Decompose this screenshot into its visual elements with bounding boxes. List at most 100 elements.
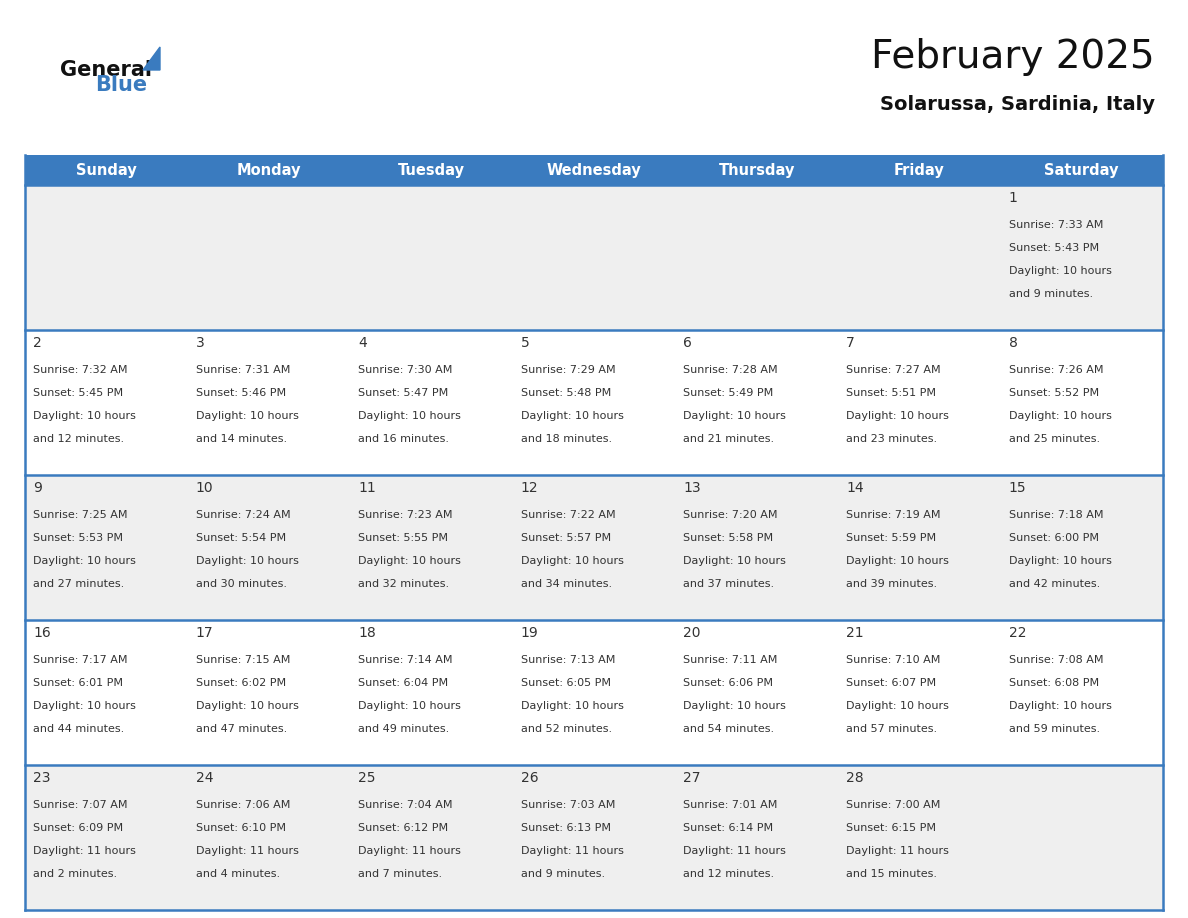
Text: 26: 26 (520, 771, 538, 785)
Text: Sunset: 5:49 PM: Sunset: 5:49 PM (683, 388, 773, 398)
Text: and 59 minutes.: and 59 minutes. (1009, 724, 1100, 734)
Text: 17: 17 (196, 626, 214, 640)
Text: Daylight: 10 hours: Daylight: 10 hours (846, 411, 949, 421)
Text: Sunset: 6:15 PM: Sunset: 6:15 PM (846, 823, 936, 833)
Text: Sunset: 5:43 PM: Sunset: 5:43 PM (1009, 243, 1099, 253)
Text: Sunrise: 7:04 AM: Sunrise: 7:04 AM (359, 800, 453, 810)
Text: Sunrise: 7:27 AM: Sunrise: 7:27 AM (846, 364, 941, 375)
Text: and 12 minutes.: and 12 minutes. (33, 434, 125, 444)
Text: General: General (61, 60, 152, 80)
Text: and 44 minutes.: and 44 minutes. (33, 724, 125, 734)
Text: 27: 27 (683, 771, 701, 785)
Bar (25, 330, 1163, 475)
Text: Daylight: 10 hours: Daylight: 10 hours (1009, 411, 1112, 421)
Text: and 23 minutes.: and 23 minutes. (846, 434, 937, 444)
Text: Sunset: 6:01 PM: Sunset: 6:01 PM (33, 678, 124, 688)
Text: Daylight: 10 hours: Daylight: 10 hours (683, 556, 786, 566)
Bar (513, 155, 675, 185)
Text: Daylight: 10 hours: Daylight: 10 hours (520, 701, 624, 711)
Text: Daylight: 10 hours: Daylight: 10 hours (33, 411, 135, 421)
Bar (25, 475, 1163, 620)
Bar (25, 185, 1163, 330)
Text: 8: 8 (1009, 336, 1017, 350)
Text: and 42 minutes.: and 42 minutes. (1009, 579, 1100, 589)
Text: and 9 minutes.: and 9 minutes. (1009, 289, 1093, 299)
Text: Sunset: 6:04 PM: Sunset: 6:04 PM (359, 678, 448, 688)
Text: Sunrise: 7:15 AM: Sunrise: 7:15 AM (196, 655, 290, 665)
Text: Sunrise: 7:03 AM: Sunrise: 7:03 AM (520, 800, 615, 810)
Text: 18: 18 (359, 626, 377, 640)
Text: Sunset: 6:13 PM: Sunset: 6:13 PM (520, 823, 611, 833)
Text: Sunrise: 7:26 AM: Sunrise: 7:26 AM (1009, 364, 1102, 375)
Text: Sunset: 5:46 PM: Sunset: 5:46 PM (196, 388, 286, 398)
Text: 22: 22 (1009, 626, 1026, 640)
Text: Daylight: 10 hours: Daylight: 10 hours (1009, 701, 1112, 711)
Text: Daylight: 10 hours: Daylight: 10 hours (196, 556, 298, 566)
Text: Sunrise: 7:08 AM: Sunrise: 7:08 AM (1009, 655, 1102, 665)
Text: Sunrise: 7:00 AM: Sunrise: 7:00 AM (846, 800, 941, 810)
Text: and 54 minutes.: and 54 minutes. (683, 724, 775, 734)
Text: 12: 12 (520, 481, 538, 495)
Text: and 30 minutes.: and 30 minutes. (196, 579, 286, 589)
Text: 20: 20 (683, 626, 701, 640)
Text: Sunrise: 7:11 AM: Sunrise: 7:11 AM (683, 655, 778, 665)
Text: Sunset: 5:47 PM: Sunset: 5:47 PM (359, 388, 449, 398)
Text: Sunrise: 7:23 AM: Sunrise: 7:23 AM (359, 509, 453, 520)
Text: 7: 7 (846, 336, 854, 350)
Text: and 21 minutes.: and 21 minutes. (683, 434, 775, 444)
Text: and 12 minutes.: and 12 minutes. (683, 869, 775, 879)
Text: Daylight: 10 hours: Daylight: 10 hours (359, 556, 461, 566)
Text: Sunset: 5:54 PM: Sunset: 5:54 PM (196, 533, 286, 543)
Text: Sunrise: 7:01 AM: Sunrise: 7:01 AM (683, 800, 778, 810)
Text: Sunrise: 7:25 AM: Sunrise: 7:25 AM (33, 509, 127, 520)
Text: 14: 14 (846, 481, 864, 495)
Text: and 16 minutes.: and 16 minutes. (359, 434, 449, 444)
Text: 21: 21 (846, 626, 864, 640)
Text: Solarussa, Sardinia, Italy: Solarussa, Sardinia, Italy (880, 95, 1155, 114)
Text: Daylight: 11 hours: Daylight: 11 hours (846, 846, 949, 856)
Text: and 32 minutes.: and 32 minutes. (359, 579, 449, 589)
Text: Sunrise: 7:07 AM: Sunrise: 7:07 AM (33, 800, 127, 810)
Text: and 37 minutes.: and 37 minutes. (683, 579, 775, 589)
Text: Sunset: 6:00 PM: Sunset: 6:00 PM (1009, 533, 1099, 543)
Text: Sunset: 6:09 PM: Sunset: 6:09 PM (33, 823, 124, 833)
Text: Daylight: 10 hours: Daylight: 10 hours (683, 411, 786, 421)
Text: Daylight: 10 hours: Daylight: 10 hours (196, 701, 298, 711)
Text: 24: 24 (196, 771, 213, 785)
Text: 3: 3 (196, 336, 204, 350)
Bar (188, 155, 350, 185)
Text: Sunset: 5:48 PM: Sunset: 5:48 PM (520, 388, 611, 398)
Text: Daylight: 10 hours: Daylight: 10 hours (1009, 556, 1112, 566)
Text: 9: 9 (33, 481, 42, 495)
Text: 16: 16 (33, 626, 51, 640)
Text: Daylight: 10 hours: Daylight: 10 hours (359, 411, 461, 421)
Text: Sunset: 5:45 PM: Sunset: 5:45 PM (33, 388, 124, 398)
Text: Daylight: 10 hours: Daylight: 10 hours (846, 556, 949, 566)
Text: Blue: Blue (95, 75, 147, 95)
Text: 2: 2 (33, 336, 42, 350)
Text: 15: 15 (1009, 481, 1026, 495)
Bar (25, 155, 188, 185)
Text: Sunrise: 7:10 AM: Sunrise: 7:10 AM (846, 655, 941, 665)
Text: Monday: Monday (236, 162, 301, 177)
Text: and 34 minutes.: and 34 minutes. (520, 579, 612, 589)
Text: Tuesday: Tuesday (398, 162, 465, 177)
Bar (25, 765, 1163, 910)
Text: Sunset: 6:06 PM: Sunset: 6:06 PM (683, 678, 773, 688)
Text: 5: 5 (520, 336, 530, 350)
Bar (675, 155, 838, 185)
Text: and 47 minutes.: and 47 minutes. (196, 724, 287, 734)
Text: and 39 minutes.: and 39 minutes. (846, 579, 937, 589)
Text: Sunrise: 7:22 AM: Sunrise: 7:22 AM (520, 509, 615, 520)
Text: and 52 minutes.: and 52 minutes. (520, 724, 612, 734)
Text: Sunrise: 7:32 AM: Sunrise: 7:32 AM (33, 364, 127, 375)
Text: Wednesday: Wednesday (546, 162, 642, 177)
Text: Daylight: 10 hours: Daylight: 10 hours (683, 701, 786, 711)
Text: and 2 minutes.: and 2 minutes. (33, 869, 118, 879)
Text: 13: 13 (683, 481, 701, 495)
Text: Sunset: 6:08 PM: Sunset: 6:08 PM (1009, 678, 1099, 688)
Text: Sunset: 6:10 PM: Sunset: 6:10 PM (196, 823, 285, 833)
Text: and 49 minutes.: and 49 minutes. (359, 724, 449, 734)
Text: Saturday: Saturday (1044, 162, 1119, 177)
Text: Sunset: 5:55 PM: Sunset: 5:55 PM (359, 533, 448, 543)
